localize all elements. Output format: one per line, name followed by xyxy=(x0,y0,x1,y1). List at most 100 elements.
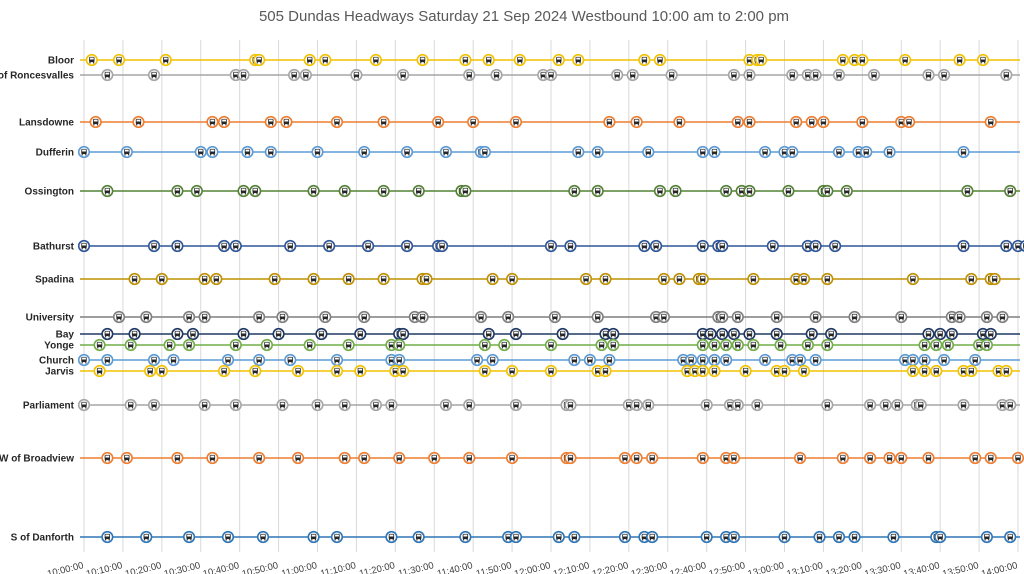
streetcar-marker xyxy=(330,530,344,544)
x-tick-label: 12:40:00 xyxy=(669,560,708,574)
streetcar-marker xyxy=(284,239,297,253)
streetcar-marker xyxy=(482,327,495,341)
streetcar-marker xyxy=(836,53,849,67)
streetcar-marker xyxy=(696,338,709,352)
streetcar-marker xyxy=(132,115,145,129)
streetcar-marker xyxy=(564,451,577,465)
x-tick-label: 12:30:00 xyxy=(630,560,669,574)
stop-label-lansdowne: Lansdowne xyxy=(19,118,74,129)
streetcar-marker xyxy=(482,53,495,67)
streetcar-marker xyxy=(937,68,951,82)
streetcar-marker xyxy=(237,327,250,341)
streetcar-marker xyxy=(544,239,558,253)
streetcar-marker xyxy=(984,451,997,465)
streetcar-marker xyxy=(599,364,612,378)
streetcar-marker xyxy=(572,53,585,67)
streetcar-marker xyxy=(256,530,270,544)
streetcar-marker xyxy=(809,353,822,367)
streetcar-marker xyxy=(509,115,523,129)
streetcar-marker xyxy=(716,310,729,324)
streetcar-marker xyxy=(708,353,721,367)
streetcar-marker xyxy=(922,451,935,465)
x-axis-tick-labels: 10:00:00 10:10:00 10:20:00 10:30:00 10:40:00… xyxy=(46,560,1019,574)
streetcar-marker xyxy=(253,451,266,465)
series-lines xyxy=(80,59,1020,538)
streetcar-marker xyxy=(918,338,931,352)
streetcar-marker xyxy=(778,364,791,378)
streetcar-marker xyxy=(848,310,861,324)
streetcar-marker xyxy=(957,398,970,412)
streetcar-marker xyxy=(727,451,741,465)
stop-label-yonge: Yonge xyxy=(44,341,74,352)
x-tick-label: 12:00:00 xyxy=(513,560,552,574)
streetcar-marker xyxy=(206,451,219,465)
streetcar-marker xyxy=(474,310,488,324)
streetcar-marker xyxy=(809,68,822,82)
streetcar-marker xyxy=(883,451,896,465)
streetcar-marker xyxy=(731,310,744,324)
streetcar-marker xyxy=(934,327,947,341)
streetcar-marker xyxy=(603,115,616,129)
streetcar-marker xyxy=(708,145,721,159)
streetcar-marker xyxy=(198,272,211,286)
streetcar-marker xyxy=(416,53,429,67)
streetcar-marker xyxy=(249,364,262,378)
streetcar-marker xyxy=(809,239,822,253)
streetcar-marker xyxy=(241,145,254,159)
streetcar-marker xyxy=(731,338,744,352)
streetcar-marker xyxy=(945,327,958,341)
streetcar-marker xyxy=(774,338,787,352)
streetcar-marker xyxy=(463,451,476,465)
streetcar-marker xyxy=(758,353,772,367)
stop-label-spadina: Spadina xyxy=(35,275,74,286)
streetcar-marker xyxy=(918,364,931,378)
streetcar-marker xyxy=(595,338,608,352)
stop-label-university: University xyxy=(26,313,75,324)
streetcar-marker xyxy=(782,184,795,198)
streetcar-marker xyxy=(727,530,741,544)
streetcar-marker xyxy=(467,115,480,129)
streetcar-marker xyxy=(840,184,853,198)
streetcar-marker xyxy=(509,398,523,412)
streetcar-marker xyxy=(85,53,98,67)
streetcar-marker xyxy=(155,272,168,286)
streetcar-marker xyxy=(505,451,519,465)
streetcar-marker xyxy=(439,398,453,412)
streetcar-marker xyxy=(268,272,281,286)
streetcar-marker xyxy=(101,353,114,367)
streetcar-marker xyxy=(120,451,133,465)
x-tick-label: 13:30:00 xyxy=(863,560,902,574)
streetcar-marker xyxy=(1011,451,1024,465)
streetcar-marker xyxy=(696,353,709,367)
streetcar-marker xyxy=(319,310,332,324)
streetcar-marker xyxy=(101,451,114,465)
streetcar-marker xyxy=(171,451,184,465)
stop-label-s-of-danforth: S of Danforth xyxy=(11,533,74,544)
streetcar-marker xyxy=(338,398,351,412)
streetcar-marker xyxy=(412,530,425,544)
streetcar-marker xyxy=(751,398,764,412)
streetcar-marker xyxy=(186,327,200,341)
chart-title: 505 Dundas Headways Saturday 21 Sep 2024… xyxy=(259,8,789,25)
streetcar-marker xyxy=(276,398,289,412)
streetcar-marker xyxy=(509,327,523,341)
stop-label-bay: Bay xyxy=(56,330,75,341)
streetcar-marker xyxy=(743,115,756,129)
streetcar-marker xyxy=(237,68,250,82)
streetcar-marker xyxy=(700,530,713,544)
streetcar-marker xyxy=(307,530,320,544)
streetcar-marker xyxy=(891,398,904,412)
streetcar-marker xyxy=(1000,364,1013,378)
streetcar-marker xyxy=(77,239,91,253)
streetcar-marker xyxy=(420,272,433,286)
streetcar-marker xyxy=(657,310,670,324)
streetcar-marker xyxy=(221,353,235,367)
streetcar-marker xyxy=(218,364,231,378)
streetcar-marker xyxy=(953,310,966,324)
x-tick-label: 13:40:00 xyxy=(902,560,941,574)
streetcar-marker xyxy=(720,338,733,352)
streetcar-marker xyxy=(984,327,997,341)
streetcar-marker xyxy=(716,239,729,253)
streetcar-markers xyxy=(77,53,1024,544)
streetcar-marker xyxy=(253,310,266,324)
